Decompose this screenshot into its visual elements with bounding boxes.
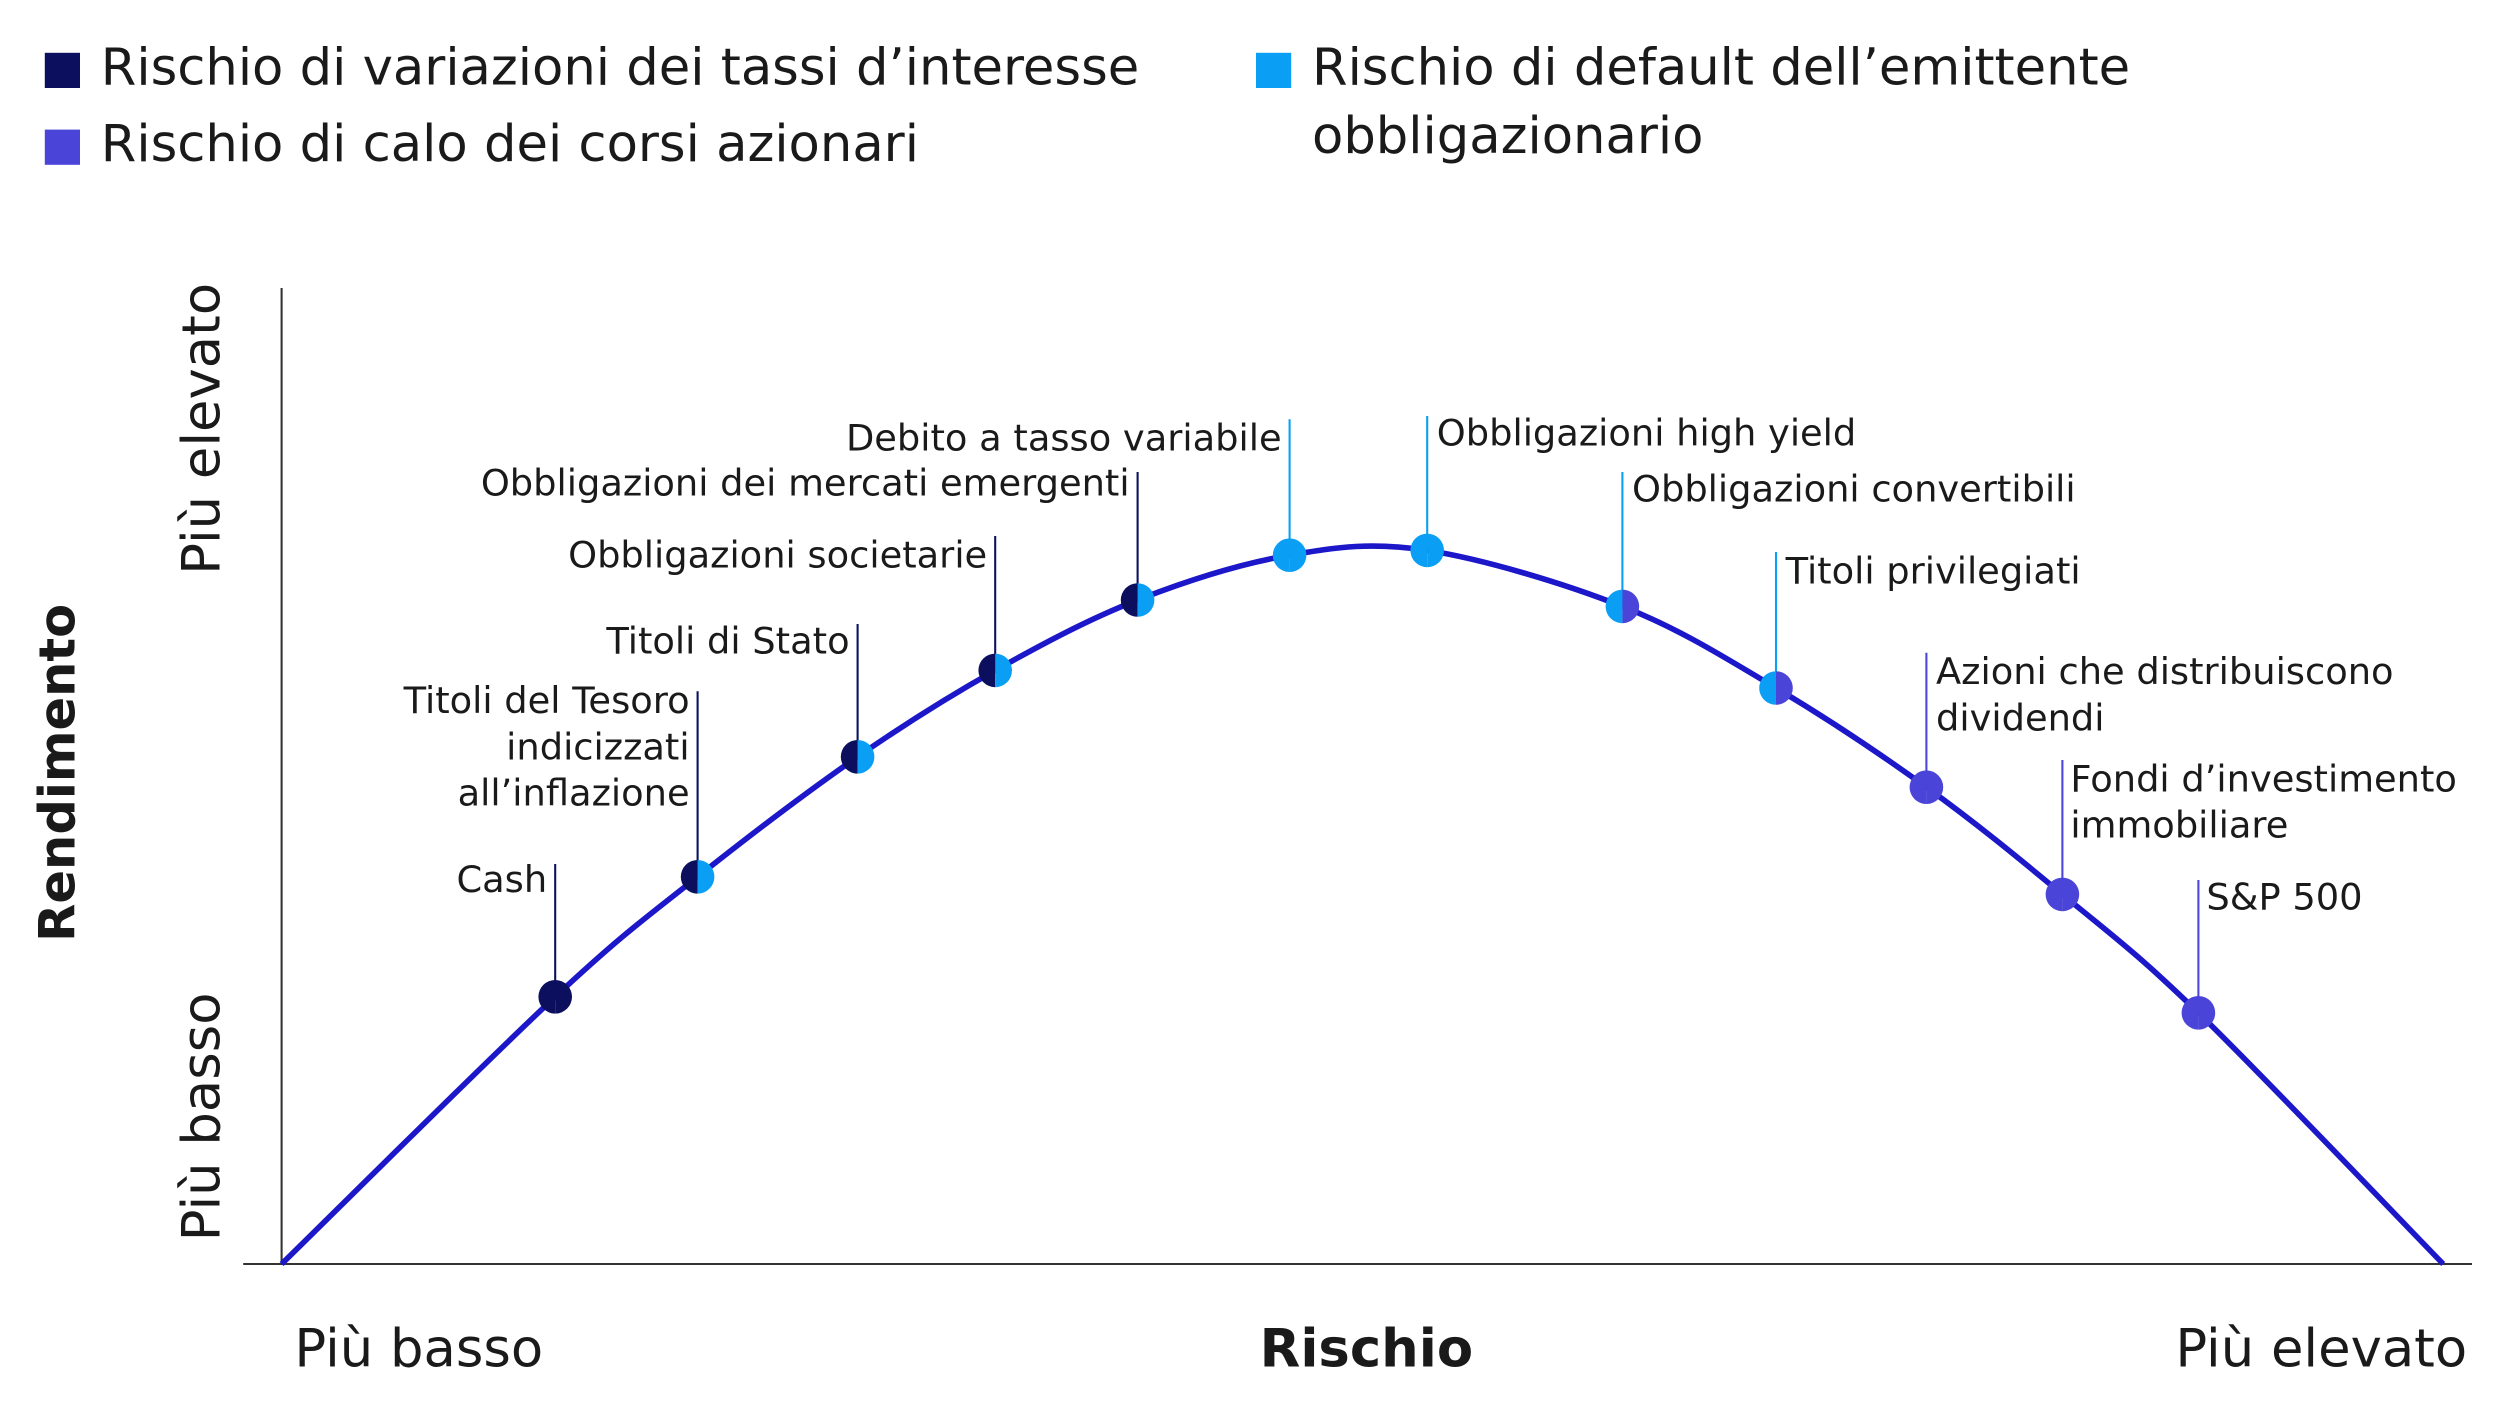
point-right-half — [1137, 583, 1155, 617]
point-left-half — [2045, 877, 2063, 912]
x-high-label: Più elevato — [2175, 1319, 2467, 1380]
point-label: dividendi — [1936, 697, 2104, 740]
point-label: Cash — [456, 858, 547, 901]
point-label: Titoli privilegiati — [1785, 549, 2081, 592]
point-right-half — [857, 740, 875, 774]
legend-label: Rischio di default dell’emittente — [1312, 37, 2130, 97]
y-title: Rendimento — [28, 604, 86, 942]
legend-swatch — [44, 129, 80, 165]
point-left-half — [1909, 770, 1927, 804]
point-label: Fondi d’investimento — [2070, 757, 2457, 800]
point-left-half — [840, 740, 858, 774]
y-low-label: Più basso — [171, 992, 232, 1241]
point-label: immobiliare — [2070, 804, 2288, 847]
point-left-half — [1272, 538, 1290, 572]
point-right-half — [1622, 589, 1640, 624]
point-right-half — [1926, 770, 1944, 804]
legend-swatch — [1256, 52, 1292, 88]
legend-label: Rischio di variazioni dei tassi d’intere… — [101, 37, 1139, 97]
point-left-half — [1605, 589, 1623, 624]
point-left-half — [2181, 996, 2199, 1030]
point-label: Debito a tasso variabile — [846, 417, 1282, 460]
legend-swatch — [44, 52, 80, 88]
point-right-half — [555, 980, 572, 1014]
point-label: Titoli del Tesoro — [403, 679, 690, 722]
point-label: Obbligazioni convertibili — [1632, 468, 2076, 511]
point-left-half — [1410, 533, 1428, 568]
x-low-label: Più basso — [294, 1319, 543, 1380]
point-label: indicizzati — [506, 725, 689, 768]
point-label: Azioni che distribuiscono — [1936, 650, 2394, 693]
legend-label: obbligazionario — [1312, 106, 1703, 166]
point-label: S&P 500 — [2206, 876, 2362, 919]
point-left-half — [680, 860, 698, 894]
point-label: all’inflazione — [458, 772, 690, 815]
point-right-half — [2062, 877, 2080, 912]
point-label: Titoli di Stato — [605, 620, 849, 663]
point-right-half — [697, 860, 715, 894]
point-right-half — [1776, 671, 1793, 705]
y-high-label: Più elevato — [171, 283, 232, 575]
point-left-half — [538, 980, 556, 1014]
point-right-half — [2198, 996, 2216, 1030]
point-left-half — [1120, 583, 1138, 617]
point-left-half — [978, 653, 996, 688]
point-right-half — [1427, 533, 1445, 568]
point-label: Obbligazioni societarie — [568, 533, 987, 576]
point-right-half — [995, 653, 1012, 688]
legend-label: Rischio di calo dei corsi azionari — [101, 114, 919, 174]
x-title: Rischio — [1260, 1319, 1473, 1380]
point-right-half — [1289, 538, 1307, 572]
point-left-half — [1759, 671, 1776, 705]
point-label: Obbligazioni high yield — [1437, 412, 1856, 455]
point-label: Obbligazioni dei mercati emergenti — [481, 461, 1130, 504]
